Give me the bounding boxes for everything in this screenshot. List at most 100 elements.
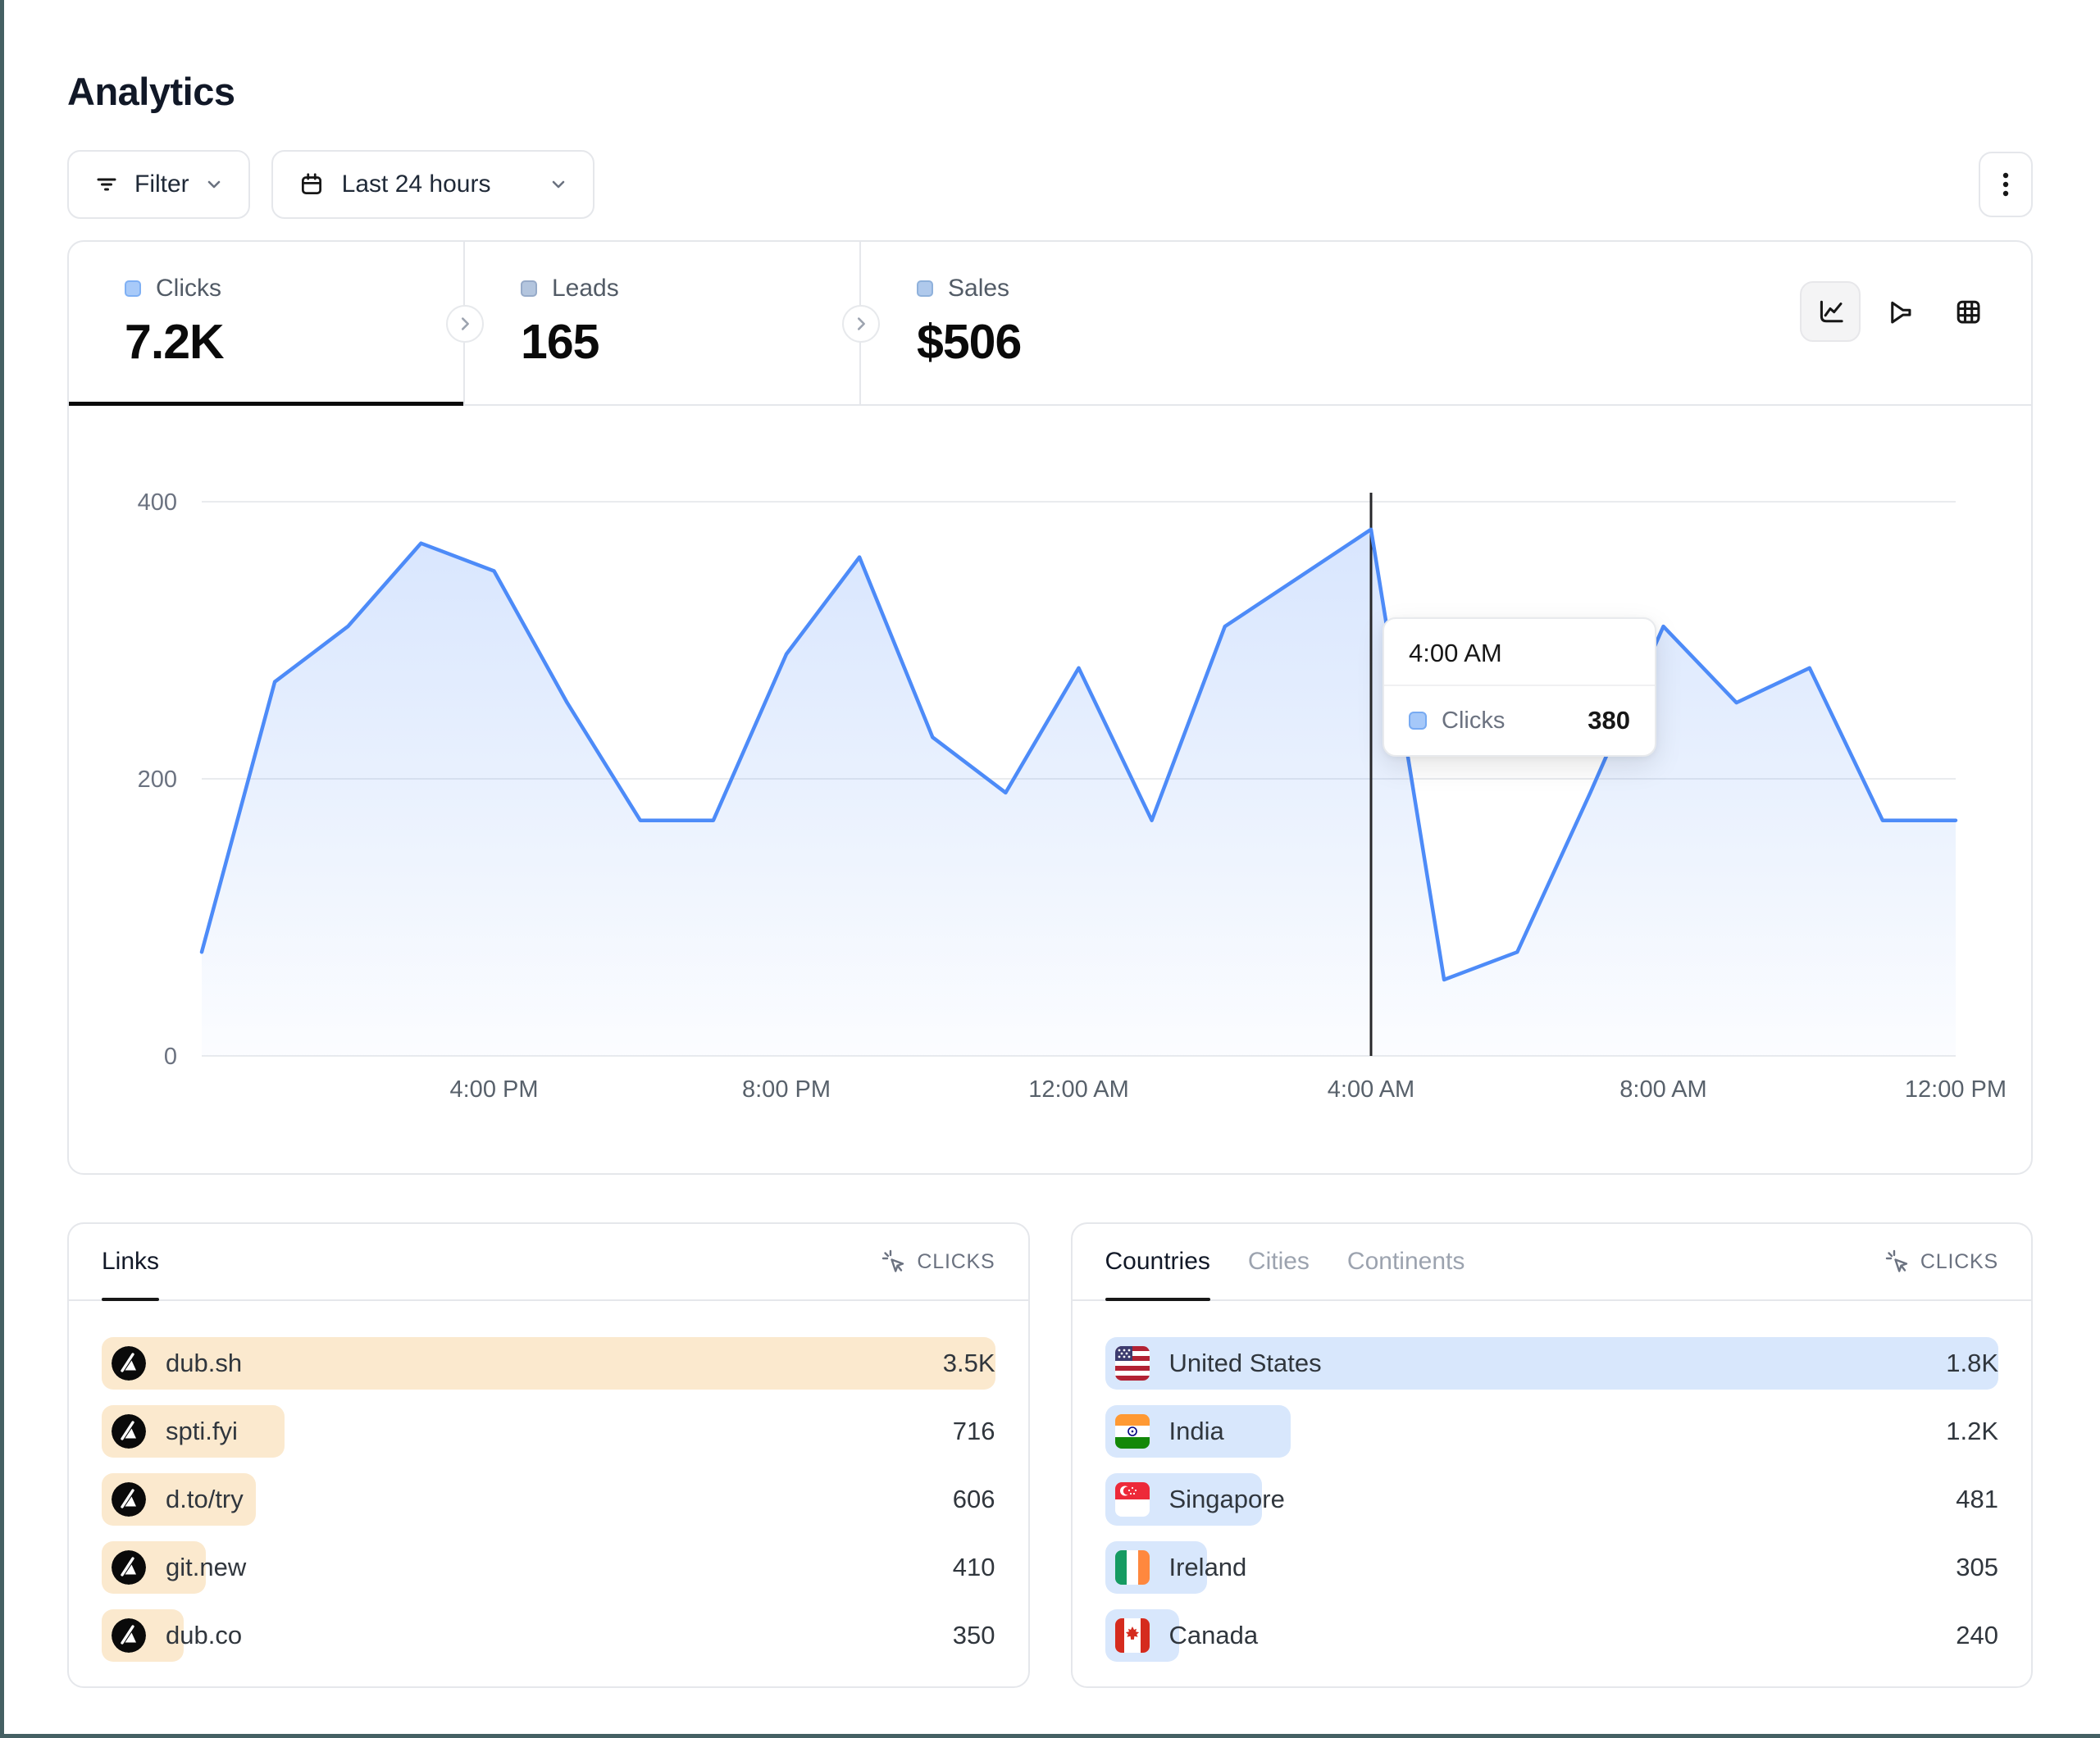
flag-ca-icon [1114,1618,1150,1653]
item-name: spti.fyi [166,1417,238,1445]
funnel-view-button[interactable] [1869,281,1929,342]
item-clicks-value: 305 [1956,1553,1998,1581]
y-axis-tick: 400 [138,489,177,516]
tab-sales[interactable]: Sales $506 [861,242,2031,404]
list-item[interactable]: United States 1.8K [1105,1337,1998,1390]
tooltip-value: 380 [1588,706,1630,735]
line-chart-icon [1820,300,1843,323]
tab-cities[interactable]: Cities [1247,1248,1310,1275]
clicks-legend-square-icon [125,280,141,297]
item-name: India [1168,1417,1224,1445]
list-item[interactable]: git.new 410 [102,1541,995,1594]
line-chart-view-button[interactable] [1800,281,1861,342]
countries-card-header: Countries Cities Continents CLICKS [1072,1224,2031,1301]
kebab-menu-icon [1993,168,2018,201]
tab-leads[interactable]: Leads 165 [465,242,861,404]
dub-logo-icon [112,1414,146,1449]
expand-metric-button[interactable] [446,305,484,343]
item-clicks-value: 716 [952,1417,995,1445]
x-axis-tick: 8:00 AM [1619,1076,1706,1103]
chevron-down-icon [549,175,568,194]
dub-logo-icon [112,1482,146,1517]
chart-tooltip: 4:00 AM Clicks 380 [1383,617,1656,757]
table-view-button[interactable] [1938,281,1998,342]
y-axis-tick: 0 [164,1044,177,1070]
metric-value: 165 [521,315,599,369]
item-clicks-value: 240 [1956,1621,1998,1649]
flag-ie-icon [1114,1550,1150,1585]
x-axis-tick: 12:00 AM [1028,1076,1129,1103]
tab-clicks[interactable]: Clicks 7.2K [69,242,465,406]
list-item[interactable]: Canada 240 [1105,1609,1998,1662]
metric-sort-label: CLICKS [917,1249,995,1273]
page-title: Analytics [67,70,235,113]
list-item[interactable]: dub.co 350 [102,1609,995,1662]
chevron-right-icon [461,317,469,330]
countries-card: Countries Cities Continents CLICKS United … [1070,1222,2033,1688]
more-options-button[interactable] [1979,152,2033,217]
item-name: Singapore [1168,1485,1285,1513]
tooltip-series-label: Clicks [1442,707,1506,734]
tab-countries[interactable]: Countries [1105,1224,1211,1301]
list-item[interactable]: India 1.2K [1105,1405,1998,1458]
metric-sort-label: CLICKS [1920,1249,1998,1273]
flag-sg-icon [1114,1482,1150,1517]
chart-type-switcher [1800,281,1998,342]
area-fill [202,529,1956,1056]
value-bar [102,1337,995,1390]
analytics-card: Clicks 7.2K Leads 165 [67,240,2033,1175]
date-range-button[interactable]: Last 24 hours [271,150,594,219]
item-name: dub.sh [166,1349,243,1377]
x-axis-tick: 12:00 PM [1905,1076,2007,1103]
chevron-right-icon [857,317,865,330]
item-clicks-value: 1.8K [1946,1349,1998,1377]
countries-list: United States 1.8K India 1.2K Singapore 481 Ir… [1073,1301,2032,1686]
links-card-header: Links CLICKS [69,1224,1028,1301]
tab-continents[interactable]: Continents [1346,1248,1465,1275]
sort-by-clicks-control[interactable]: CLICKS [1884,1249,1998,1275]
links-list: dub.sh 3.5K spti.fyi 716 d.to/try 606 git.new 4… [69,1301,1028,1686]
sales-legend-square-icon [917,280,933,297]
breakdown-cards: Links CLICKS dub.sh 3.5K spti.fyi 716 d.to/t… [67,1222,2033,1688]
clicks-line [199,527,1958,982]
cursor-click-icon [1885,1249,1908,1272]
list-item[interactable]: spti.fyi 716 [102,1405,995,1458]
list-item[interactable]: dub.sh 3.5K [102,1337,995,1390]
links-card: Links CLICKS dub.sh 3.5K spti.fyi 716 d.to/t… [67,1222,1030,1688]
item-name: Ireland [1168,1553,1247,1581]
dub-logo-icon [112,1550,146,1585]
window-bottom-edge [0,1734,2100,1738]
x-axis-tick: 4:00 PM [450,1076,539,1103]
metric-value: 7.2K [125,315,225,369]
leads-legend-square-icon [521,280,537,297]
window-left-edge [0,0,4,1738]
metric-value: $506 [917,315,1022,369]
chevron-down-icon [204,175,224,194]
item-name: git.new [166,1553,247,1581]
area-chart-canvas[interactable]: 0 200 400 4:00 PM 8:00 PM 12:00 AM 4:00 AM 8:00… [69,406,2031,1173]
filter-button[interactable]: Filter [67,150,250,219]
sort-by-clicks-control[interactable]: CLICKS [881,1249,995,1275]
dub-logo-icon [112,1346,146,1381]
list-item[interactable]: Ireland 305 [1105,1541,1998,1594]
metric-tabs: Clicks 7.2K Leads 165 [69,242,2031,406]
expand-metric-button[interactable] [842,305,880,343]
flag-us-icon [1114,1346,1150,1381]
flag-in-icon [1114,1414,1150,1449]
y-axis-tick: 200 [138,767,177,793]
item-name: United States [1168,1349,1322,1377]
item-name: Canada [1168,1621,1259,1649]
toolbar: Filter Last 24 hours [67,150,2033,219]
metric-label: Clicks [156,275,221,302]
x-axis-tick: 4:00 AM [1328,1076,1414,1103]
clicks-time-series-chart[interactable]: 0 200 400 4:00 PM 8:00 PM 12:00 AM 4:00 AM 8:00… [69,406,2031,1173]
tab-links[interactable]: Links [102,1224,160,1301]
calendar-icon [298,171,326,198]
grid-table-icon [1957,300,1980,324]
list-item[interactable]: d.to/try 606 [102,1473,995,1526]
item-clicks-value: 606 [952,1485,995,1513]
value-bar [1105,1337,1998,1390]
x-axis-tick: 8:00 PM [742,1076,831,1103]
list-item[interactable]: Singapore 481 [1105,1473,1998,1526]
clicks-legend-square-icon [1409,712,1427,730]
